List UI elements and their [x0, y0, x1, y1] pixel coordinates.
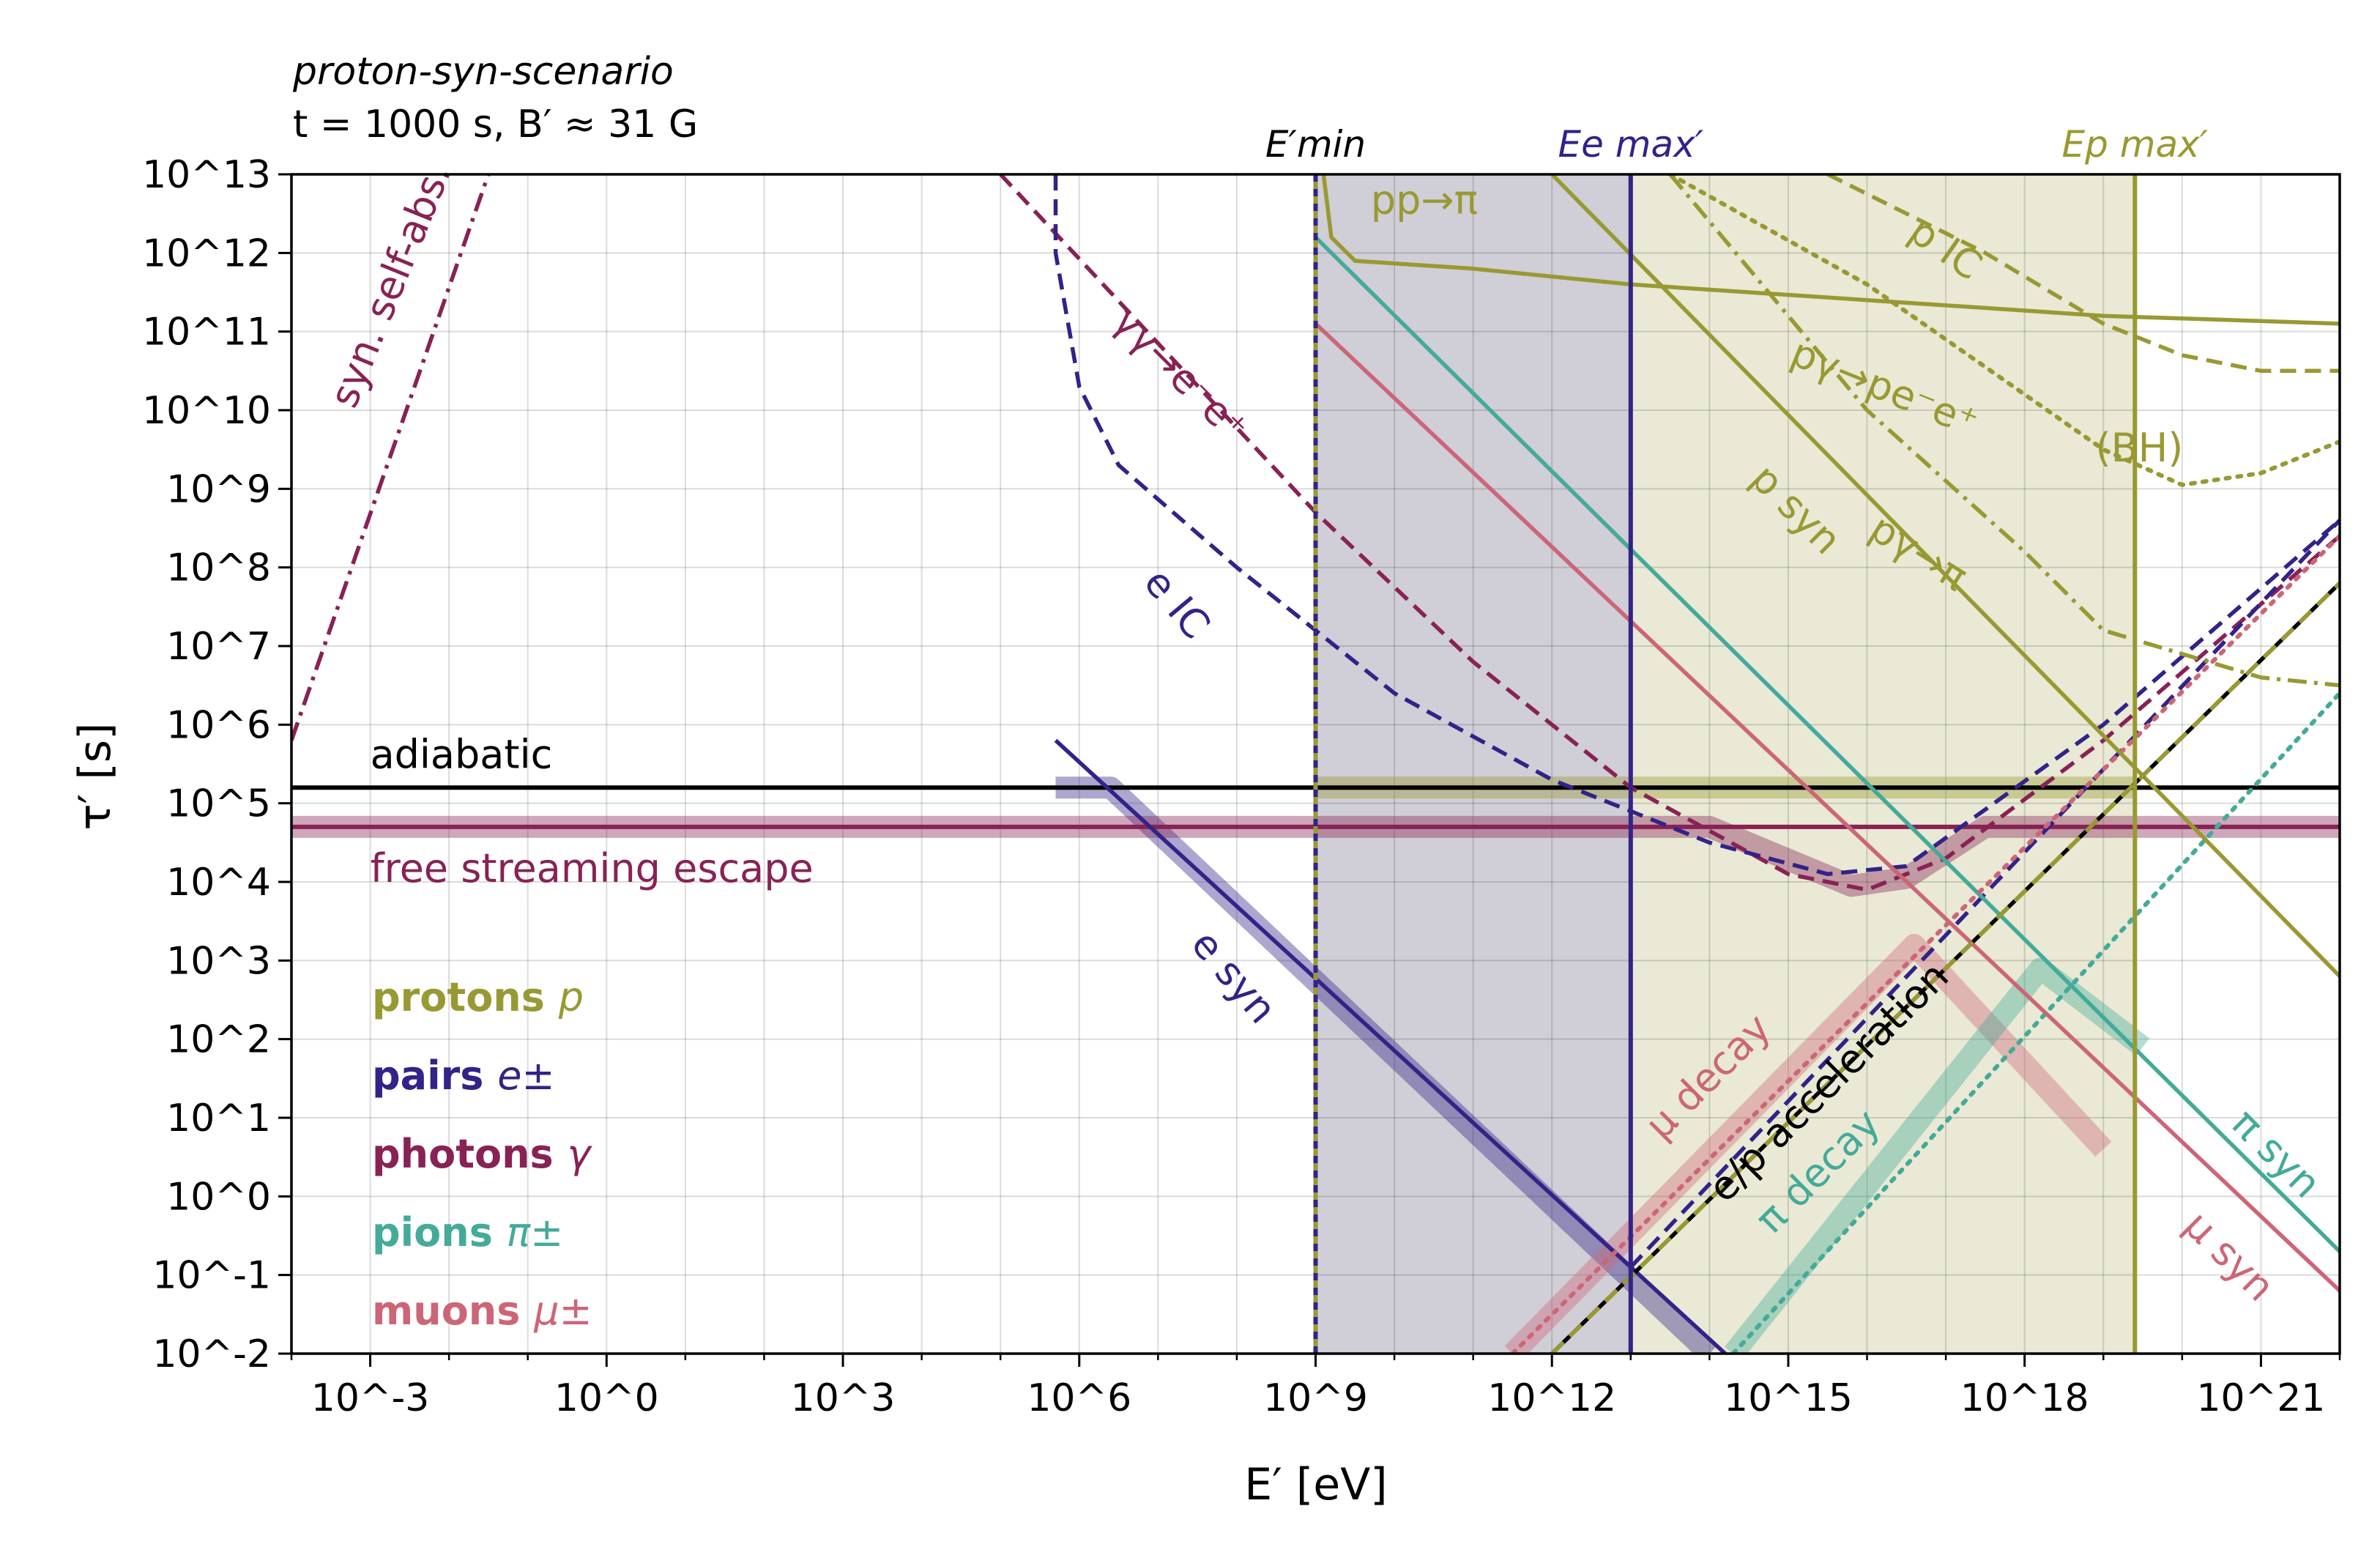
- legend-symbol-muons: μ±: [533, 1288, 592, 1334]
- series-syn-self-abs: [291, 174, 491, 741]
- y-tick-label-11: 10^9: [166, 467, 271, 511]
- series-syn: [1314, 322, 2340, 1293]
- legend-symbol-protons: p: [558, 974, 584, 1020]
- y-tick-label-6: 10^4: [166, 861, 271, 905]
- annotation-syn: μ syn: [2176, 1202, 2284, 1310]
- legend-name-protons: protons: [372, 974, 559, 1020]
- y-tick-label-12: 10^10: [142, 389, 271, 433]
- y-tick-label-13: 10^11: [142, 311, 271, 355]
- y-tick-label-0: 10^-2: [152, 1332, 271, 1376]
- annotation-syn-self-abs: syn. self-abs.: [321, 157, 461, 414]
- highlight-band-muons-2: [1504, 933, 2112, 1354]
- y-axis-label: τ′ [s]: [70, 723, 121, 831]
- y-tick-label-1: 10^-1: [152, 1254, 271, 1298]
- y-tick-label-7: 10^5: [166, 782, 271, 826]
- legend-symbol-pairs: e±: [497, 1053, 554, 1099]
- y-tick-label-4: 10^2: [166, 1018, 271, 1062]
- annotation-free-streaming-escape: free streaming escape: [371, 845, 814, 891]
- legend-entry-photons: photons γ: [372, 1131, 593, 1177]
- y-tick-label-2: 10^0: [166, 1175, 271, 1219]
- series-decay: [1730, 691, 2340, 1354]
- x-tick-label-1: 10^0: [554, 1376, 659, 1420]
- series-pp: [1321, 174, 2340, 326]
- annotation-adiabatic: adiabatic: [371, 731, 553, 777]
- y-tick-label-5: 10^3: [166, 939, 271, 983]
- legend-name-muons: muons: [372, 1288, 534, 1334]
- series-e-e: [999, 174, 2340, 892]
- series-e-p-acceleration-protons: [1550, 582, 2340, 1354]
- vmarker-label-1: Ee max′: [1558, 123, 1704, 166]
- annotation-bh: (BH): [2096, 425, 2184, 471]
- x-tick-label-0: 10^-3: [311, 1376, 430, 1420]
- legend-name-pairs: pairs: [372, 1053, 497, 1099]
- vmarker-label-2: Ep max′: [2062, 123, 2209, 166]
- y-tick-label-15: 10^13: [142, 153, 271, 197]
- annotation-pp: pp→π: [1371, 177, 1478, 223]
- legend-symbol-pions: π±: [507, 1209, 564, 1255]
- header-line-1: proton-syn-scenario: [292, 50, 674, 94]
- legend-symbol-photons: γ: [568, 1131, 593, 1177]
- x-tick-label-3: 10^6: [1027, 1376, 1131, 1420]
- legend-entry-protons: protons p: [372, 974, 584, 1020]
- shaded-range-1: [1630, 174, 2135, 1354]
- x-tick-label-6: 10^15: [1724, 1376, 1853, 1420]
- series-e-ic: [1053, 174, 2340, 877]
- x-tick-label-4: 10^9: [1263, 1376, 1368, 1420]
- y-tick-label-9: 10^7: [166, 625, 271, 669]
- series-p-ic: [1826, 174, 2340, 374]
- legend-entry-pairs: pairs e±: [372, 1053, 555, 1099]
- legend-name-pions: pions: [372, 1209, 507, 1255]
- series-p: [1668, 174, 2340, 688]
- y-tick-label-10: 10^8: [166, 546, 271, 590]
- header-line-2: t = 1000 s, B′ ≈ 31 G: [293, 103, 698, 146]
- series-p-pe-e-bh: [1667, 174, 2340, 487]
- legend-name-photons: photons: [372, 1131, 568, 1177]
- y-tick-label-3: 10^1: [166, 1097, 271, 1140]
- series-p-syn: [1550, 174, 2340, 978]
- x-tick-label-8: 10^21: [2196, 1376, 2325, 1420]
- legend-entry-muons: muons μ±: [372, 1288, 592, 1334]
- y-tick-label-14: 10^12: [142, 231, 271, 275]
- legend-entry-pions: pions π±: [372, 1209, 563, 1255]
- x-tick-label-5: 10^12: [1487, 1376, 1616, 1420]
- x-axis-label: E′ [eV]: [1244, 1459, 1387, 1510]
- annotation-e-ic: e IC: [1135, 560, 1219, 648]
- series-e-syn-dashed: [1629, 519, 2340, 1269]
- x-tick-label-2: 10^3: [791, 1376, 896, 1420]
- vmarker-label-0: E′min: [1265, 123, 1366, 166]
- annotation-e-e: γγ→e⁻e⁺: [1104, 298, 1257, 451]
- y-tick-label-8: 10^6: [166, 703, 271, 747]
- series-syn: [1314, 235, 2340, 1253]
- x-tick-label-7: 10^18: [1960, 1376, 2089, 1420]
